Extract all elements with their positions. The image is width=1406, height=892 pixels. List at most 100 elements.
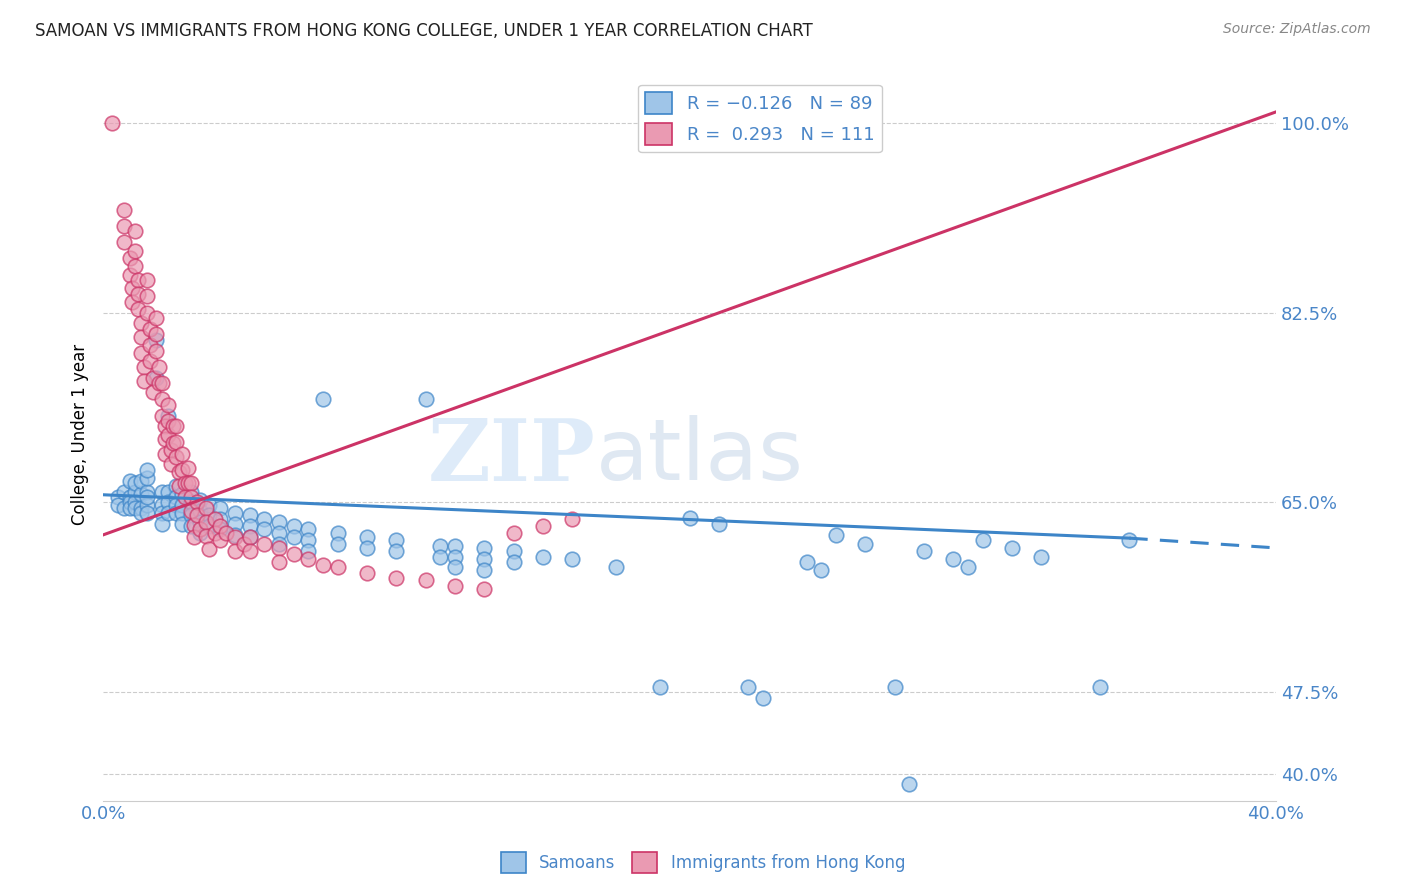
Point — [124, 475, 146, 490]
Point — [112, 484, 135, 499]
Point — [239, 508, 262, 523]
Text: SAMOAN VS IMMIGRANTS FROM HONG KONG COLLEGE, UNDER 1 YEAR CORRELATION CHART: SAMOAN VS IMMIGRANTS FROM HONG KONG COLL… — [35, 22, 813, 40]
Point — [385, 533, 408, 548]
Point — [145, 310, 167, 325]
Point — [169, 465, 191, 479]
Point — [153, 419, 176, 434]
Point — [136, 471, 159, 485]
Point — [605, 560, 627, 574]
Point — [124, 495, 146, 509]
Point — [209, 500, 232, 515]
Point — [472, 563, 495, 577]
Point — [156, 495, 179, 509]
Point — [124, 500, 146, 515]
Point — [165, 506, 187, 520]
Point — [267, 536, 290, 550]
Point — [267, 541, 290, 555]
Point — [180, 495, 202, 509]
Point — [531, 549, 554, 564]
Point — [136, 305, 159, 319]
Point — [326, 560, 349, 574]
Point — [194, 529, 217, 543]
Point — [326, 536, 349, 550]
Point — [129, 330, 152, 344]
Point — [283, 548, 305, 562]
Point — [118, 495, 141, 509]
Point — [136, 498, 159, 512]
Point — [678, 510, 700, 524]
Point — [650, 680, 672, 694]
Point — [444, 560, 467, 574]
Point — [707, 516, 730, 531]
Point — [156, 428, 179, 442]
Point — [165, 419, 187, 434]
Point — [232, 536, 254, 550]
Point — [150, 516, 173, 531]
Point — [855, 536, 877, 550]
Point — [107, 498, 129, 512]
Point — [121, 280, 143, 294]
Point — [118, 500, 141, 515]
Point — [159, 458, 181, 472]
Point — [444, 549, 467, 564]
Point — [752, 690, 775, 705]
Point — [209, 511, 232, 525]
Point — [356, 530, 378, 544]
Point — [177, 475, 200, 490]
Point — [239, 519, 262, 533]
Point — [124, 244, 146, 258]
Text: ZIP: ZIP — [427, 415, 596, 499]
Point — [136, 289, 159, 303]
Point — [204, 525, 226, 540]
Point — [737, 680, 759, 694]
Point — [165, 490, 187, 504]
Point — [124, 259, 146, 273]
Point — [188, 523, 211, 537]
Point — [134, 374, 156, 388]
Point — [239, 530, 262, 544]
Point — [174, 490, 197, 504]
Point — [415, 392, 437, 407]
Point — [1118, 533, 1140, 548]
Point — [180, 475, 202, 490]
Point — [112, 219, 135, 233]
Text: atlas: atlas — [596, 415, 804, 498]
Point — [136, 484, 159, 499]
Point — [429, 549, 451, 564]
Point — [129, 500, 152, 515]
Point — [239, 530, 262, 544]
Point — [283, 519, 305, 533]
Point — [883, 680, 905, 694]
Point — [561, 551, 583, 566]
Point — [172, 516, 194, 531]
Point — [156, 506, 179, 520]
Point — [204, 511, 226, 525]
Point — [112, 235, 135, 249]
Point — [267, 525, 290, 540]
Point — [429, 539, 451, 553]
Point — [267, 515, 290, 529]
Point — [172, 463, 194, 477]
Text: Source: ZipAtlas.com: Source: ZipAtlas.com — [1223, 22, 1371, 37]
Point — [385, 571, 408, 585]
Point — [972, 533, 994, 548]
Point — [224, 530, 246, 544]
Point — [224, 516, 246, 531]
Point — [215, 525, 238, 540]
Point — [180, 490, 202, 504]
Point — [145, 343, 167, 358]
Point — [1031, 549, 1053, 564]
Point — [326, 525, 349, 540]
Point — [209, 519, 232, 533]
Point — [183, 518, 205, 533]
Point — [188, 504, 211, 518]
Point — [127, 302, 149, 317]
Point — [142, 384, 165, 399]
Point — [472, 582, 495, 596]
Point — [118, 268, 141, 282]
Point — [188, 525, 211, 540]
Point — [177, 460, 200, 475]
Point — [224, 528, 246, 542]
Point — [145, 370, 167, 384]
Point — [561, 511, 583, 525]
